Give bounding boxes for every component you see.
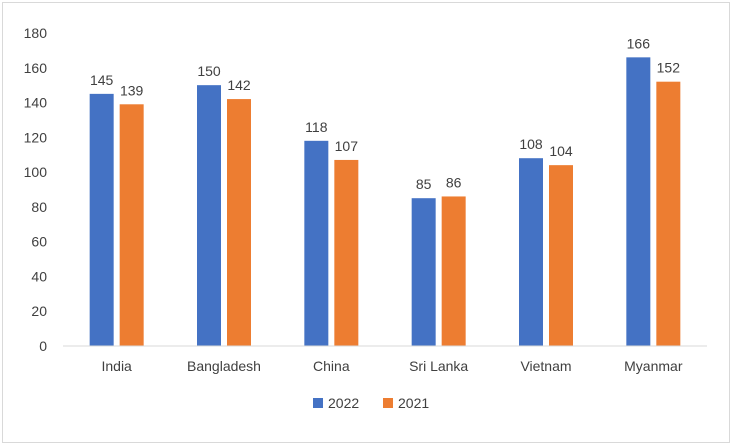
x-axis: India Bangladesh China Sri Lanka Vietnam Myan…: [63, 345, 707, 374]
data-label: 104: [549, 143, 573, 159]
y-tick-label: 180: [24, 25, 48, 41]
bar-2021-myanmar: [656, 81, 681, 346]
y-tick-label: 40: [31, 268, 47, 284]
legend-swatch-2021: [383, 398, 393, 408]
y-tick-label: 20: [31, 303, 47, 319]
y-axis: 0 20 40 60 80 100 120 140 160 180: [24, 25, 48, 354]
bar-chart: 0 20 40 60 80 100 120 140 160 180 145 139 150 142 118…: [24, 25, 707, 411]
y-tick-label: 80: [31, 199, 47, 215]
bar-2021-sri-lanka: [441, 196, 466, 346]
data-label: 86: [446, 174, 462, 190]
y-tick-label: 0: [39, 338, 47, 354]
y-tick-label: 140: [24, 95, 48, 111]
data-label: 85: [416, 176, 432, 192]
y-tick-label: 160: [24, 60, 48, 76]
data-label: 139: [120, 82, 144, 98]
x-tick-label: Bangladesh: [187, 358, 261, 374]
bar-2022-myanmar: [626, 57, 651, 346]
x-tick-label: India: [101, 358, 132, 374]
legend-label-2021: 2021: [398, 395, 429, 411]
bar-2022-vietnam: [519, 158, 543, 346]
bar-2022-sri-lanka: [411, 198, 436, 346]
bar-2021-india: [119, 104, 144, 347]
data-label: 150: [197, 63, 221, 79]
data-label: 118: [305, 119, 328, 135]
data-label: 166: [627, 35, 651, 51]
bars: [89, 57, 681, 347]
data-label: 142: [227, 77, 251, 93]
data-label: 107: [335, 138, 359, 154]
x-tick-label: Vietnam: [520, 358, 571, 374]
y-tick-label: 60: [31, 234, 47, 250]
data-label: 145: [90, 72, 114, 88]
legend-swatch-2022: [313, 398, 323, 408]
data-label: 152: [657, 60, 681, 76]
data-labels: 145 139 150 142 118 107 85 86 108 104 166 152: [90, 35, 680, 192]
legend: 2022 2021: [313, 395, 429, 411]
bar-2021-vietnam: [549, 165, 573, 346]
x-tick-label: China: [313, 358, 350, 374]
bar-2022-india: [89, 93, 114, 346]
x-tick-label: Sri Lanka: [409, 358, 468, 374]
legend-label-2022: 2022: [328, 395, 359, 411]
data-label: 108: [519, 136, 543, 152]
y-tick-label: 100: [24, 164, 48, 180]
chart-frame: 0 20 40 60 80 100 120 140 160 180 145 139 150 142 118…: [2, 2, 730, 443]
y-tick-label: 120: [24, 129, 48, 145]
x-tick-label: Myanmar: [624, 358, 683, 374]
bar-2022-bangladesh: [197, 85, 221, 347]
bar-2021-bangladesh: [227, 99, 251, 346]
bar-2021-china: [334, 159, 359, 346]
bar-2022-china: [304, 140, 329, 346]
